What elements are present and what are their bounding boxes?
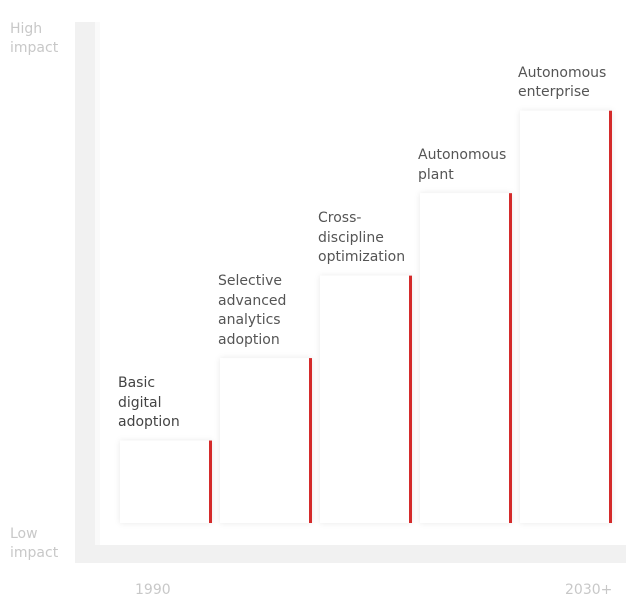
stair-step-4 <box>420 193 512 523</box>
bar-accent-1 <box>209 440 212 523</box>
bar-accent-3 <box>409 275 412 523</box>
stair-step-3 <box>320 275 412 523</box>
x-axis-start-label: 1990 <box>135 582 171 598</box>
y-axis-high-label: High impact <box>10 21 59 56</box>
step-label-1: Basic digital adoption <box>118 375 180 431</box>
x-axis-band <box>75 545 626 563</box>
y-axis-low-label: Low impact <box>10 526 59 561</box>
step-label-4: Autonomous plant <box>418 147 507 183</box>
step-label-5: Autonomous enterprise <box>518 64 607 101</box>
bar-accent-5 <box>609 110 612 523</box>
stair-step-2 <box>220 358 312 523</box>
stair-step-5 <box>520 110 612 523</box>
stair-step-1 <box>120 440 212 523</box>
bar-5 <box>520 110 612 523</box>
step-label-2: Selective advanced analytics adoption <box>218 273 287 348</box>
bar-3 <box>320 275 412 523</box>
bar-accent-2 <box>309 358 312 523</box>
bar-2 <box>220 358 312 523</box>
x-axis-end-label: 2030+ <box>565 582 613 598</box>
bar-1 <box>120 440 212 523</box>
bar-accent-4 <box>509 193 512 523</box>
bar-4 <box>420 193 512 523</box>
step-label-3: Cross- discipline optimization <box>318 210 406 266</box>
y-axis-inner-edge <box>95 22 100 545</box>
